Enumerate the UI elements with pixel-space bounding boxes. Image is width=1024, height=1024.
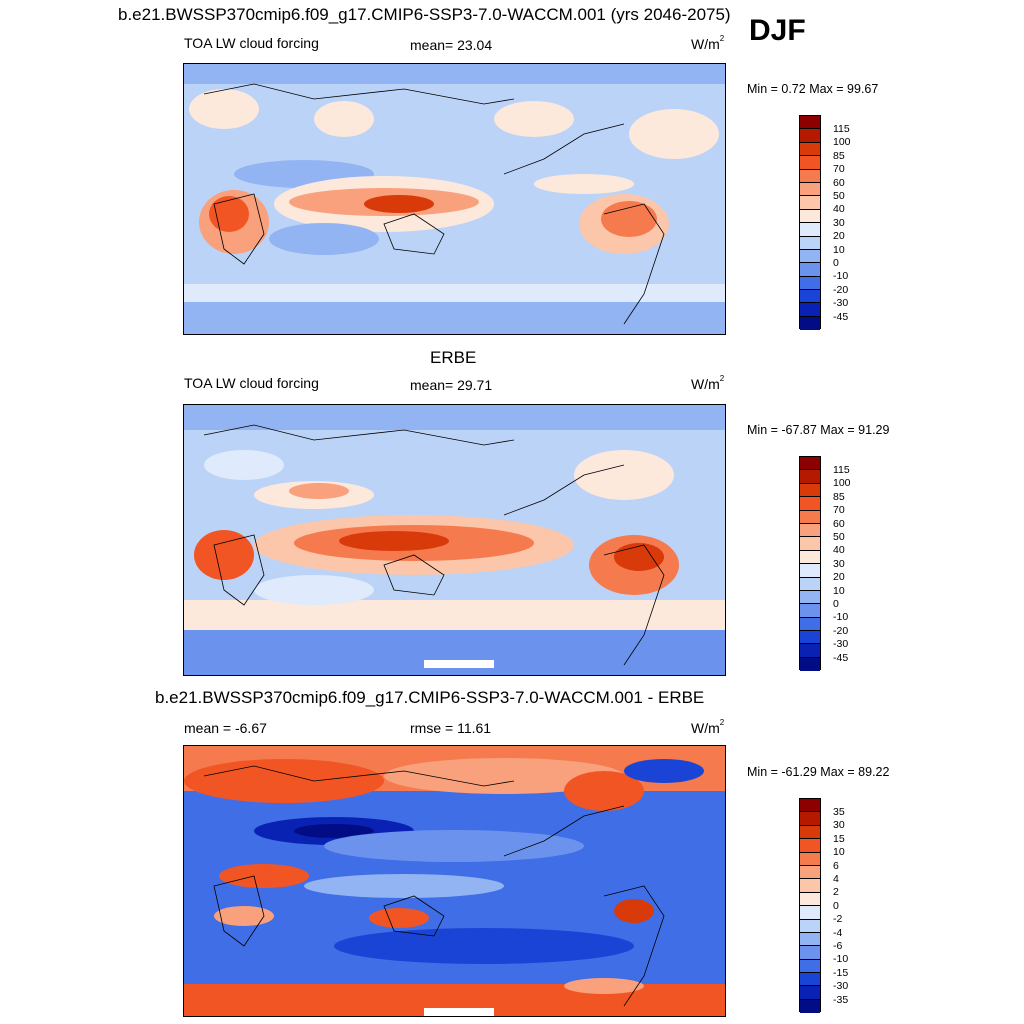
panel3-mean: mean = -6.67 <box>184 720 267 736</box>
colorbar-tick-label: 4 <box>833 873 839 885</box>
panel3-units: W/m2 <box>691 718 725 736</box>
season-label: DJF <box>749 14 806 47</box>
panel1-map <box>183 63 726 335</box>
panel2-colorbar <box>799 456 821 672</box>
colorbar-tick-label: 115 <box>833 123 850 135</box>
panel2-units: W/m2 <box>691 374 725 392</box>
colorbar-tick-label: -10 <box>833 270 849 283</box>
colorbar-tick-label: 40 <box>833 203 845 216</box>
panel2-left-label: TOA LW cloud forcing <box>184 375 319 391</box>
colorbar-tick-label: 85 <box>833 490 845 503</box>
colorbar-tick-label: 15 <box>833 832 845 845</box>
colorbar-tick-label: 6 <box>833 859 839 872</box>
panel1-mean: mean= 23.04 <box>410 37 493 53</box>
colorbar-tick-label: -35 <box>833 993 849 1006</box>
panel3-colorbar <box>799 798 821 1014</box>
colorbar-tick-label: 20 <box>833 571 845 584</box>
colorbar-tick-label: -4 <box>833 926 843 939</box>
colorbar-tick-label: 100 <box>833 477 851 490</box>
colorbar-tick-label: -30 <box>833 638 849 651</box>
colorbar-tick-label: -30 <box>833 297 849 310</box>
colorbar-tick-label: 2 <box>833 886 839 899</box>
panel1-colorbar <box>799 115 821 331</box>
panel1-units: W/m2 <box>691 34 725 52</box>
panel2-minmax: Min = -67.87 Max = 91.29 <box>747 423 890 437</box>
colorbar-tick-label: -45 <box>833 651 849 664</box>
colorbar-tick-label: 30 <box>833 819 845 832</box>
colorbar-tick-label: 10 <box>833 243 845 256</box>
panel2-map <box>183 404 726 676</box>
colorbar-tick-label: -20 <box>833 624 849 637</box>
colorbar-tick-label: 100 <box>833 136 851 149</box>
panel1-left-label: TOA LW cloud forcing <box>184 35 319 51</box>
colorbar-tick-label: 85 <box>833 149 845 162</box>
colorbar-tick-label: 0 <box>833 257 839 269</box>
panel3-rmse: rmse = 11.61 <box>410 720 492 736</box>
colorbar-tick-label: -2 <box>833 913 843 926</box>
colorbar-tick-label: 40 <box>833 544 845 557</box>
panel3-minmax: Min = -61.29 Max = 89.22 <box>747 765 890 779</box>
panel3-map <box>183 745 726 1017</box>
colorbar-tick-label: 50 <box>833 190 845 202</box>
colorbar-tick-label: 20 <box>833 230 845 243</box>
colorbar-tick-label: 30 <box>833 216 845 229</box>
panel2-title: ERBE <box>430 348 477 367</box>
colorbar-tick-label: -20 <box>833 283 849 296</box>
colorbar-tick-label: -10 <box>833 953 849 966</box>
colorbar-tick-label: -6 <box>833 940 843 952</box>
colorbar-tick-label: 0 <box>833 899 839 912</box>
colorbar-tick-label: 10 <box>833 584 845 597</box>
colorbar-tick-label: 70 <box>833 163 845 176</box>
colorbar-tick-label: -30 <box>833 980 849 993</box>
colorbar-tick-label: -10 <box>833 611 849 624</box>
panel2-mean: mean= 29.71 <box>410 377 493 393</box>
colorbar-tick-label: 50 <box>833 531 845 543</box>
colorbar-tick-label: 10 <box>833 846 845 859</box>
colorbar-tick-label: 70 <box>833 504 845 517</box>
colorbar-tick-label: 35 <box>833 806 845 818</box>
panel3-title: b.e21.BWSSP370cmip6.f09_g17.CMIP6-SSP3-7… <box>155 688 705 707</box>
colorbar-tick-label: 0 <box>833 598 839 610</box>
panel1-minmax: Min = 0.72 Max = 99.67 <box>747 82 879 96</box>
colorbar-tick-label: 60 <box>833 176 845 189</box>
panel1-title: b.e21.BWSSP370cmip6.f09_g17.CMIP6-SSP3-7… <box>118 5 731 24</box>
colorbar-tick-label: -15 <box>833 966 849 979</box>
colorbar-tick-label: 115 <box>833 464 850 476</box>
colorbar-tick-label: -45 <box>833 310 849 323</box>
colorbar-tick-label: 30 <box>833 557 845 570</box>
colorbar-tick-label: 60 <box>833 517 845 530</box>
